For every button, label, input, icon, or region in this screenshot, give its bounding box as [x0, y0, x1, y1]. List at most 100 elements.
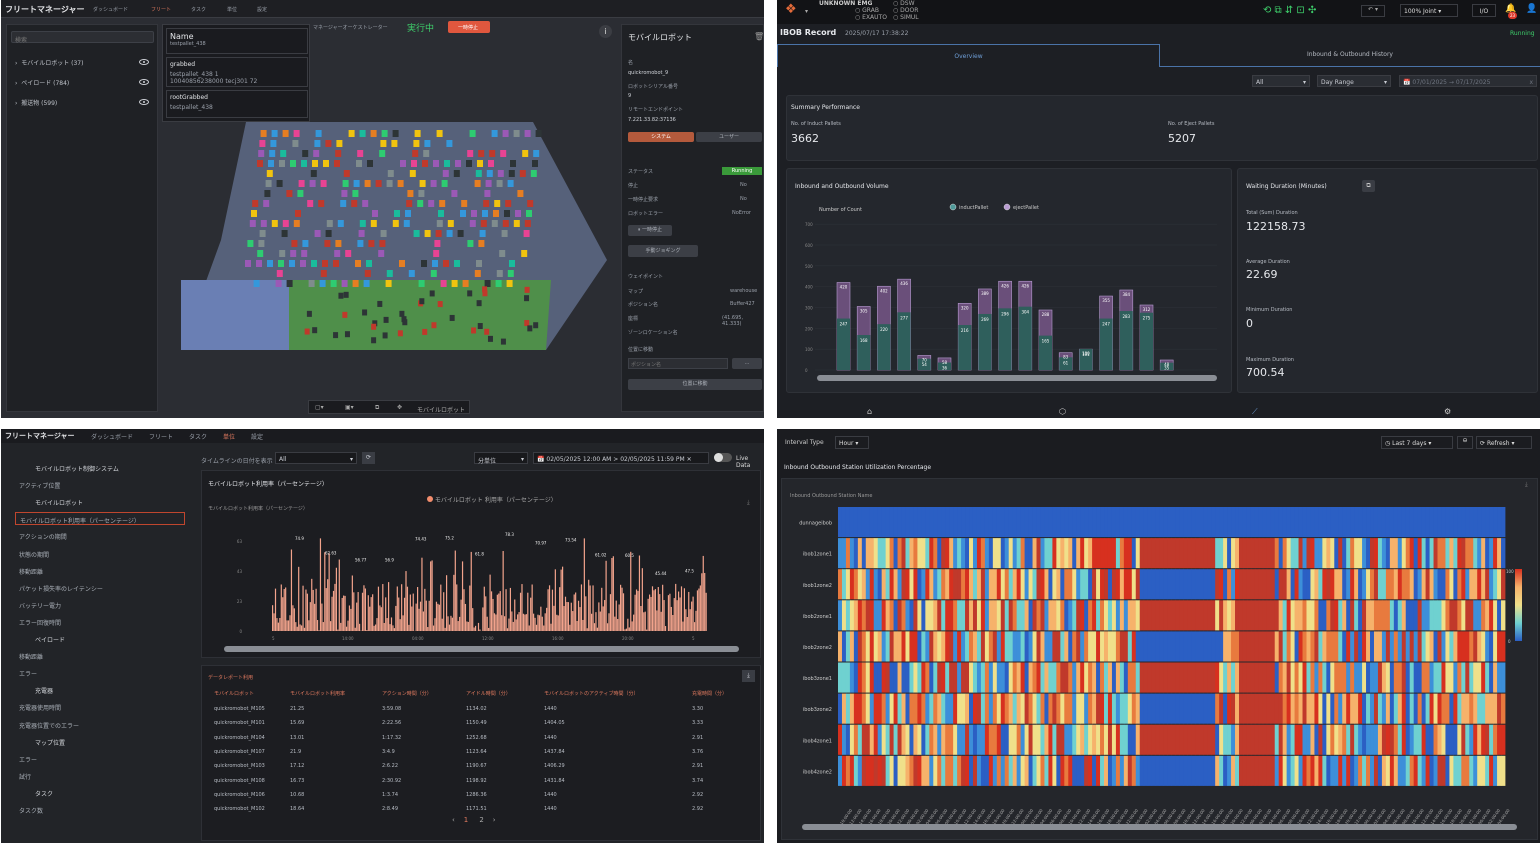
tree-item-robots[interactable]: › モバイルロボット (37) [15, 60, 84, 67]
menu-item[interactable]: 移動距離 [19, 568, 44, 576]
zoom-out-icon[interactable]: ⊖ [1457, 436, 1473, 449]
box-icon[interactable]: ⬡ [1059, 407, 1066, 416]
column-header[interactable]: モバイルロボットのアクティブ時間（分） [544, 691, 639, 697]
move-to-position-button[interactable]: 位置に移動 [628, 379, 762, 390]
refresh-button[interactable]: ⟳ Refresh ▾ [1476, 436, 1532, 449]
nav-fleet[interactable]: フリート [149, 434, 174, 441]
logo-dropdown-icon[interactable]: ▾ [805, 8, 809, 15]
timeline-select[interactable]: All ▾ [275, 452, 357, 464]
menu-section[interactable]: モバイルロボット [35, 500, 84, 508]
home-icon[interactable]: ⌂ [867, 407, 873, 416]
date-range-input[interactable]: 📅 02/05/2025 12:00 AM > 02/05/2025 11:59… [533, 452, 709, 464]
menu-section[interactable]: ペイロード [35, 637, 66, 644]
tab-overview[interactable]: Overview [777, 44, 1160, 67]
zoom-select[interactable]: 100% Joint ▾ [1400, 4, 1458, 17]
copy-icon[interactable]: ⧉ [375, 404, 380, 411]
prev-page-icon[interactable]: ‹ [452, 816, 455, 824]
menu-item[interactable]: 移動距離 [19, 654, 44, 662]
column-header[interactable]: アクション時間（分） [382, 691, 432, 697]
menu-section[interactable]: 充電器 [35, 688, 54, 696]
menu-section[interactable]: モバイルロボット制御システム [35, 466, 119, 473]
chart-icon[interactable]: ⟋ [1252, 407, 1258, 416]
menu-item[interactable]: エラー回復時間 [19, 619, 62, 627]
info-icon[interactable]: i [599, 25, 612, 38]
menu-item[interactable]: 充電器位置でのエラー [19, 722, 80, 730]
column-header[interactable]: アイドル時間（分） [466, 691, 511, 697]
menu-item[interactable]: エラー [19, 756, 38, 764]
heat-cell [1274, 631, 1280, 662]
menu-item[interactable]: アクティブ位置 [19, 483, 61, 491]
interval-select[interactable]: Hour ▾ [835, 436, 869, 449]
refresh-icon[interactable]: ⟳ [362, 452, 375, 464]
export-icon[interactable]: ⤓ [742, 670, 755, 682]
nav-dashboard[interactable]: ダッシュボード [93, 7, 129, 13]
menu-section[interactable]: タスク [35, 790, 54, 798]
heat-cell [1457, 724, 1462, 755]
live-toggle[interactable] [714, 453, 732, 462]
search-input[interactable]: 検索 [11, 31, 154, 44]
menu-item[interactable]: エラー [19, 671, 38, 679]
eye-icon[interactable] [139, 79, 149, 85]
eye-icon[interactable] [139, 99, 149, 105]
menu-item[interactable]: タスク数 [19, 808, 44, 815]
menu-item[interactable]: 充電器使用時間 [19, 705, 62, 713]
bell-icon[interactable]: 🔔 [1505, 4, 1517, 14]
range-select[interactable]: ◷ Last 7 days ▾ [1381, 436, 1453, 449]
tab-user[interactable]: ユーザー [696, 132, 762, 142]
tab-system[interactable]: システム [628, 132, 694, 142]
menu-item[interactable]: バッテリー電力 [19, 602, 62, 610]
filter-select[interactable]: All ▾ [1252, 75, 1310, 87]
robot-marker [431, 322, 437, 329]
heat-cell [1223, 755, 1228, 786]
robot-marker [397, 330, 403, 337]
move-small-button[interactable]: … [732, 358, 762, 369]
menu-item[interactable]: 状態の期間 [19, 551, 50, 559]
download-icon[interactable]: ⤓ [1525, 481, 1528, 488]
nav-settings[interactable]: 設定 [251, 434, 264, 441]
nav-fleet[interactable]: フリート [151, 7, 172, 13]
page-1[interactable]: 1 [463, 816, 469, 824]
nav-unit[interactable]: 単位 [227, 7, 238, 13]
pause-button[interactable]: 一時停止 [448, 21, 490, 33]
camera-icon[interactable]: ▢▾ [315, 404, 324, 411]
page-2[interactable]: 2 [479, 816, 484, 824]
next-page-icon[interactable]: › [492, 816, 496, 824]
heat-cell [1000, 724, 1006, 755]
download-icon[interactable]: ⤓ [747, 499, 750, 506]
menu-section[interactable]: マップ位置 [35, 739, 66, 747]
eye-icon[interactable] [139, 59, 149, 65]
undo-dropdown[interactable]: ↶ ▾ [1361, 5, 1385, 17]
settings-gear-icon[interactable]: ⚙ [1444, 407, 1452, 416]
copy-icon[interactable]: ⧉ [1362, 180, 1375, 192]
nav-unit[interactable]: 単位 [223, 434, 236, 441]
move-icon[interactable]: ✥ [397, 404, 403, 411]
trash-icon[interactable]: 🗑 [754, 32, 764, 41]
user-icon[interactable]: 👤 [1526, 4, 1538, 14]
date-range-input[interactable]: 📅 07/01/2025 → 07/17/2025 x [1399, 75, 1537, 87]
warehouse-3d-view[interactable] [161, 100, 621, 400]
position-select[interactable]: ポジション名 [628, 358, 728, 369]
toolbar-icons[interactable]: ⟲ ⧉ ⇵ ⊡ ✣ [1263, 5, 1317, 16]
manual-jog-button[interactable]: 手動ジョギング [628, 245, 698, 257]
nav-task[interactable]: タスク [191, 7, 207, 13]
tab-history[interactable]: Inbound & Outbound History [1307, 51, 1393, 58]
heat-cell [1318, 693, 1323, 724]
menu-item[interactable]: 試行 [19, 773, 32, 781]
heat-cell [901, 538, 906, 569]
tree-item-payloads[interactable]: › ペイロード (784) [15, 80, 70, 87]
menu-item[interactable]: モバイルロボット利用率（パーセンテージ） [15, 512, 185, 526]
column-header[interactable]: モバイルロボット利用率 [290, 691, 346, 697]
range-select[interactable]: Day Range ▾ [1317, 75, 1391, 87]
nav-task[interactable]: タスク [189, 434, 208, 441]
nav-settings[interactable]: 設定 [257, 7, 268, 13]
nav-dashboard[interactable]: ダッシュボード [91, 434, 134, 441]
io-button[interactable]: I/O [1472, 4, 1496, 17]
layer-icon[interactable]: ▣▾ [345, 404, 354, 411]
column-header[interactable]: モバイルロボット [214, 691, 255, 697]
pause-robot-button[interactable]: ⏸ 一時停止 [628, 225, 672, 236]
unit-select[interactable]: 分単位 ▾ [474, 452, 528, 465]
tree-item-carriers[interactable]: › 搬送物 (599) [15, 100, 58, 107]
column-header[interactable]: 充電時間（分） [692, 691, 728, 697]
menu-item[interactable]: パケット損失率のレイテンシー [19, 585, 103, 593]
menu-item[interactable]: アクションの期間 [19, 534, 67, 542]
